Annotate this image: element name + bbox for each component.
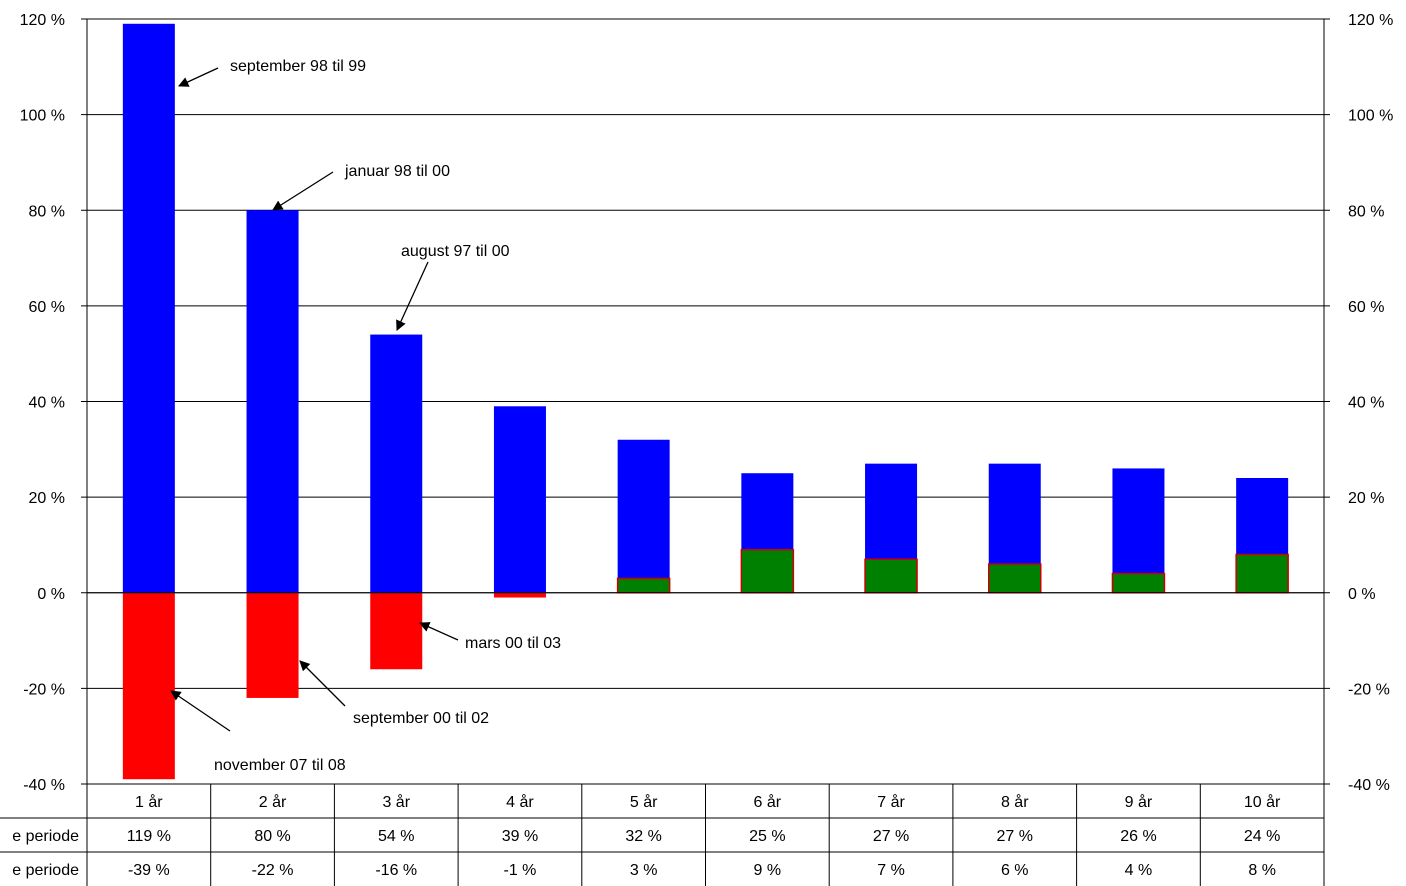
category-label: 1 år — [135, 793, 163, 811]
y-tick-label-left: 120 % — [20, 12, 65, 29]
y-tick-label-right: 80 % — [1348, 203, 1384, 220]
y-tick-label-left: 80 % — [29, 203, 65, 220]
bar-best — [246, 210, 299, 593]
y-tick-label-right: -40 % — [1348, 777, 1390, 794]
bar-worst — [493, 592, 546, 598]
y-tick-label-left: 60 % — [29, 299, 65, 316]
y-tick-label-right: 40 % — [1348, 395, 1384, 412]
table-cell: 119 % — [127, 828, 171, 845]
bar-best — [493, 406, 546, 593]
bar-best — [370, 334, 423, 593]
category-label: 2 år — [259, 793, 287, 811]
y-tick-label-left: 40 % — [29, 395, 65, 412]
category-label: 9 år — [1125, 793, 1153, 811]
category-label: 3 år — [382, 793, 410, 811]
table-cell: 54 % — [378, 828, 414, 845]
y-tick-label-right: 120 % — [1348, 12, 1393, 29]
annotation-label: januar 98 til 00 — [344, 163, 450, 180]
bar-worst — [122, 592, 175, 780]
table-cell: 80 % — [254, 828, 290, 845]
annotation-arrow — [396, 261, 429, 331]
bar-best — [122, 23, 175, 593]
y-tick-label-right: 0 % — [1348, 586, 1376, 603]
y-tick-label-left: -40 % — [23, 777, 65, 794]
bar-worst — [1235, 553, 1289, 594]
table-cell: 26 % — [1120, 828, 1156, 845]
bar-worst — [1111, 572, 1166, 594]
annotation-arrow — [419, 622, 459, 641]
annotation-arrow — [170, 690, 231, 732]
y-tick-label-left: 100 % — [20, 108, 65, 125]
bar-best — [617, 439, 670, 593]
table-cell: 3 % — [630, 862, 658, 879]
y-tick-label-right: 60 % — [1348, 299, 1384, 316]
table-cell: -39 % — [128, 862, 170, 879]
table-cell: 7 % — [877, 862, 905, 879]
table-row-label: e periode — [12, 862, 79, 879]
bar-worst — [740, 548, 795, 594]
bar-worst — [246, 592, 299, 698]
table-cell: 8 % — [1248, 862, 1276, 879]
annotation-label: september 00 til 02 — [353, 710, 489, 727]
annotation-label: mars 00 til 03 — [465, 635, 561, 652]
table-row-label: e periode — [12, 828, 79, 845]
annotation-arrow — [272, 171, 334, 211]
bar-worst — [370, 592, 423, 670]
annotation-arrow — [299, 660, 346, 707]
table-cell: 9 % — [754, 862, 782, 879]
bar-worst — [988, 563, 1042, 594]
table-cell: 4 % — [1125, 862, 1153, 879]
category-label: 10 år — [1244, 793, 1281, 811]
annotation-label: august 97 til 00 — [401, 243, 510, 260]
category-label: 4 år — [506, 793, 534, 811]
bar-worst — [864, 558, 918, 594]
y-tick-label-right: 100 % — [1348, 108, 1393, 125]
table-cell: 27 % — [997, 828, 1033, 845]
category-label: 5 år — [630, 793, 658, 811]
table-cell: 39 % — [502, 828, 538, 845]
table-cell: 25 % — [749, 828, 785, 845]
table-cell: 32 % — [625, 828, 661, 845]
annotation-label: november 07 til 08 — [214, 757, 346, 774]
category-label: 7 år — [877, 793, 905, 811]
y-tick-label-right: -20 % — [1348, 681, 1390, 698]
bar-worst — [616, 577, 671, 594]
annotation-label: september 98 til 99 — [230, 58, 366, 75]
annotation-arrow — [178, 67, 219, 87]
table-cell: -22 % — [252, 862, 294, 879]
table-cell: -1 % — [503, 862, 536, 879]
category-label: 6 år — [754, 793, 782, 811]
category-label: 8 år — [1001, 793, 1029, 811]
y-tick-label-right: 20 % — [1348, 490, 1384, 507]
y-tick-label-left: 0 % — [37, 586, 65, 603]
table-cell: 27 % — [873, 828, 909, 845]
table-cell: -16 % — [375, 862, 417, 879]
y-tick-label-left: -20 % — [23, 681, 65, 698]
table-cell: 24 % — [1244, 828, 1280, 845]
y-tick-label-left: 20 % — [29, 490, 65, 507]
table-cell: 6 % — [1001, 862, 1029, 879]
bar-best — [1112, 468, 1165, 593]
